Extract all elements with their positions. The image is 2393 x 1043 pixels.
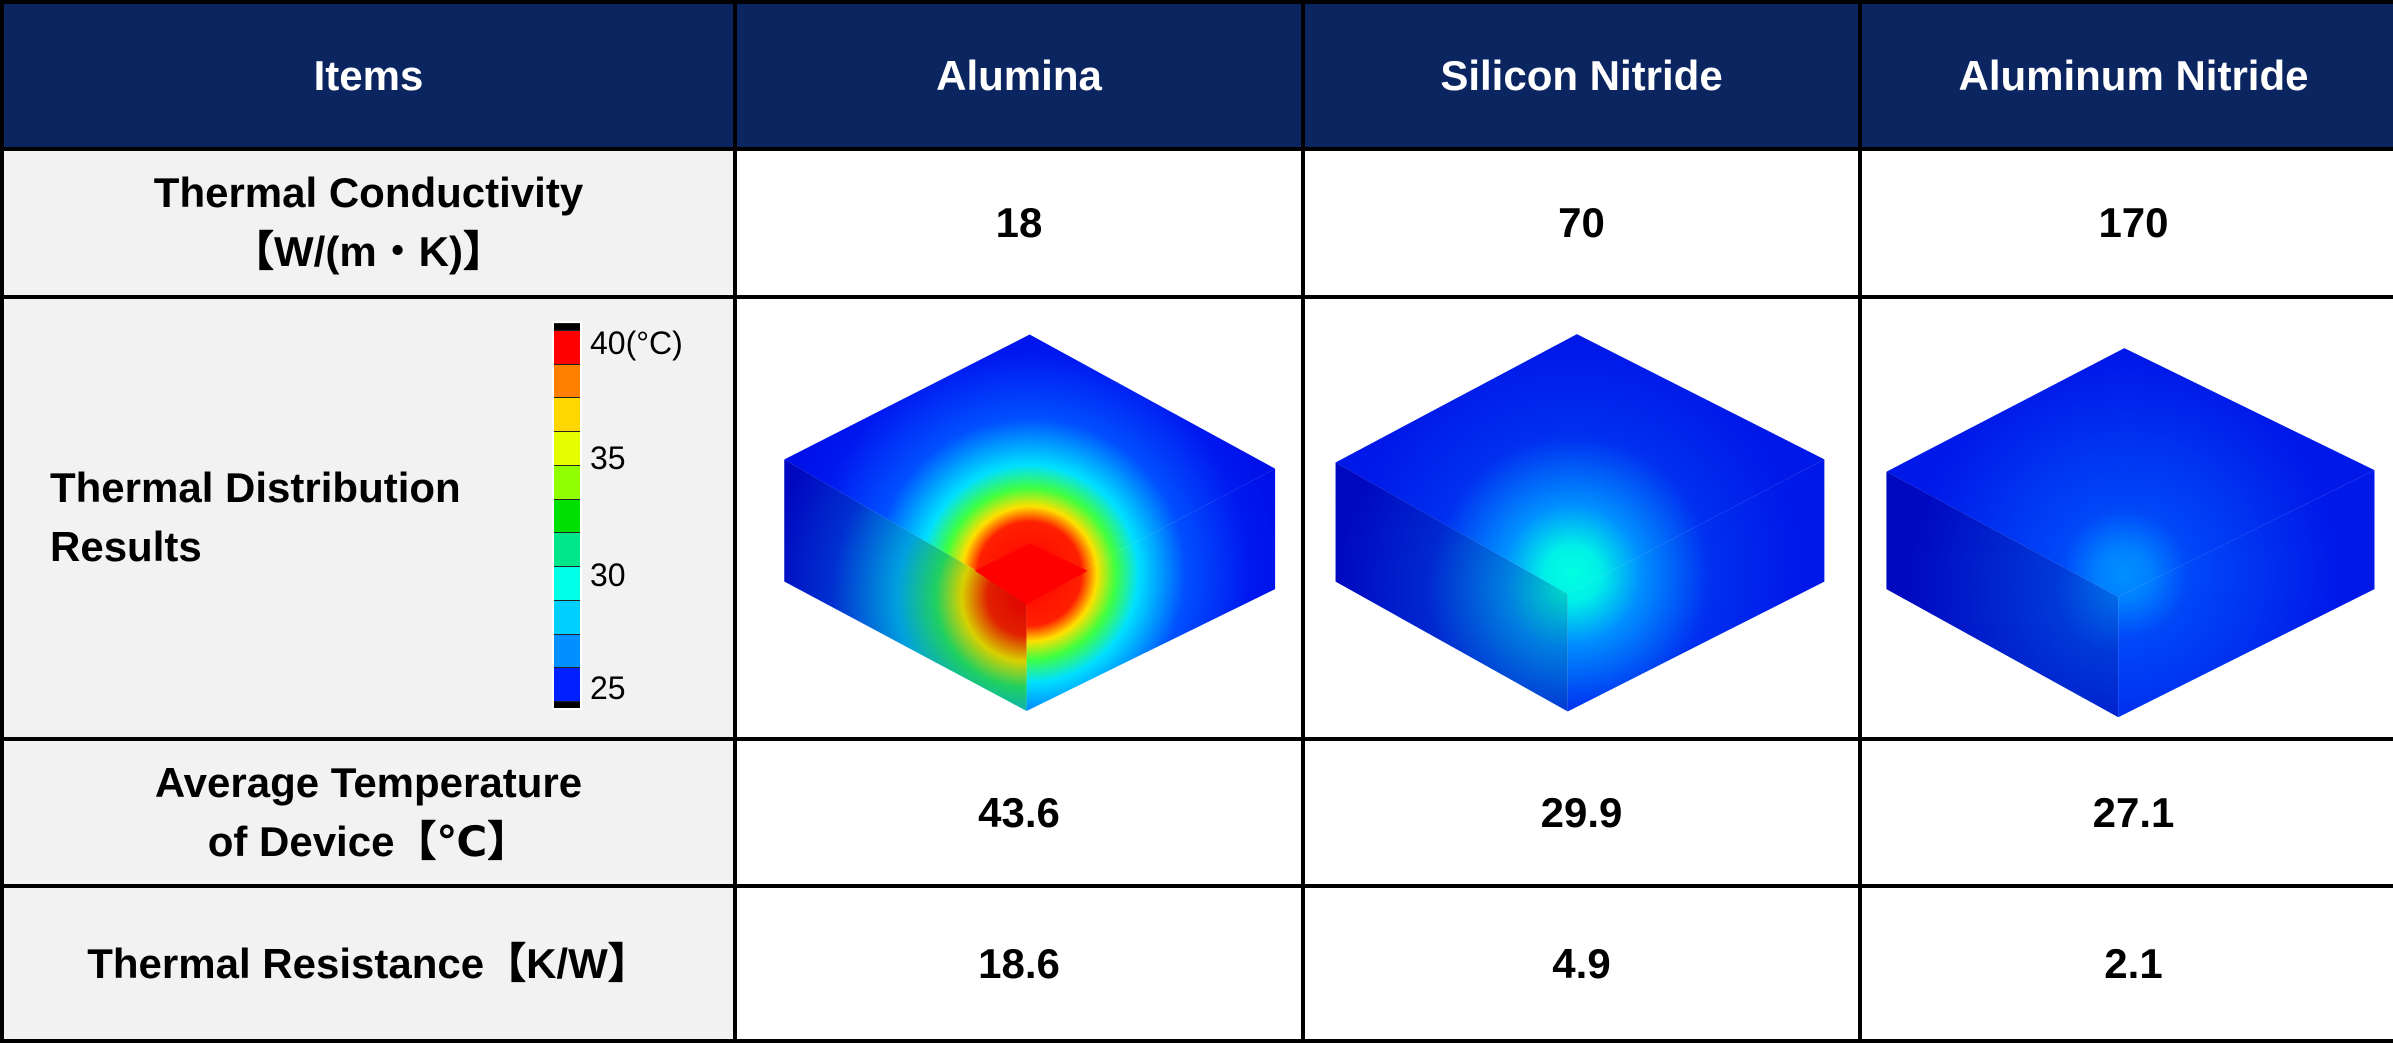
header-silicon-nitride: Silicon Nitride (1301, 0, 1862, 151)
cell-value: 2.1 (1858, 884, 2393, 1043)
label-line: Results (50, 523, 202, 571)
color-scale-segment (554, 599, 580, 634)
aluminum-nitride-thermal-image (1858, 294, 2393, 742)
silicon-nitride-block-render (1335, 334, 1825, 712)
row-thermal-conductivity: Thermal Conductivity 【W/(m・K)】 18 70 170 (0, 147, 2393, 299)
header-row: Items Alumina Silicon Nitride Aluminum N… (0, 0, 2393, 151)
alumina-thermal-image (733, 294, 1305, 742)
legend-tick-25: 25 (590, 670, 626, 706)
aluminum-nitride-block-render (1886, 348, 2375, 718)
cell-value: 43.6 (733, 737, 1305, 889)
label-thermal-distribution: Thermal Distribution Results 40(°C) 35 3… (0, 294, 737, 742)
alumina-block-render (784, 334, 1276, 712)
label-thermal-conductivity: Thermal Conductivity 【W/(m・K)】 (0, 147, 737, 299)
legend-tick-40: 40(°C) (590, 325, 683, 361)
cell-value: 18 (733, 147, 1305, 299)
label-thermal-resistance: Thermal Resistance【K/W】 (0, 884, 737, 1043)
color-scale-segment (554, 633, 580, 668)
label-average-temperature: Average Temperature of Device【℃】 (0, 737, 737, 889)
color-scale-segment (554, 532, 580, 567)
color-scale-segment (554, 701, 580, 709)
cell-value: 4.9 (1301, 884, 1862, 1043)
label-line: Average Temperature (154, 759, 583, 807)
color-scale-segment (554, 667, 580, 702)
cell-value: 70 (1301, 147, 1862, 299)
color-scale-segment (554, 397, 580, 432)
color-scale-segment (554, 323, 580, 330)
cell-value: 27.1 (1858, 737, 2393, 889)
header-alumina: Alumina (733, 0, 1305, 151)
color-scale-segment (554, 464, 580, 499)
label-unit: 【W/(m・K)】 (232, 228, 505, 275)
color-scale-segment (554, 566, 580, 600)
color-scale-segment (554, 498, 580, 533)
label-line: Thermal Conductivity (153, 169, 584, 217)
silicon-nitride-thermal-image (1301, 294, 1862, 742)
label-unit: of Device【℃】 (207, 817, 530, 865)
cell-value: 29.9 (1301, 737, 1862, 889)
cell-value: 170 (1858, 147, 2393, 299)
cell-value: 18.6 (733, 884, 1305, 1043)
row-thermal-resistance: Thermal Resistance【K/W】 18.6 4.9 2.1 (0, 884, 2393, 1043)
temperature-color-legend: 40(°C) 35 30 25 (552, 321, 722, 716)
header-aluminum-nitride: Aluminum Nitride (1858, 0, 2393, 151)
row-average-temperature: Average Temperature of Device【℃】 43.6 29… (0, 737, 2393, 889)
color-scale-segment (554, 431, 580, 465)
color-scale-segment (554, 363, 580, 398)
hot-spot (974, 543, 1088, 605)
color-scale-bar (552, 321, 582, 710)
row-thermal-distribution: Thermal Distribution Results 40(°C) 35 3… (0, 294, 2393, 742)
label-line: Thermal Distribution (50, 464, 461, 512)
header-items: Items (0, 0, 737, 151)
legend-tick-35: 35 (590, 440, 626, 476)
color-scale-segment (554, 330, 580, 364)
legend-tick-30: 30 (590, 557, 626, 593)
